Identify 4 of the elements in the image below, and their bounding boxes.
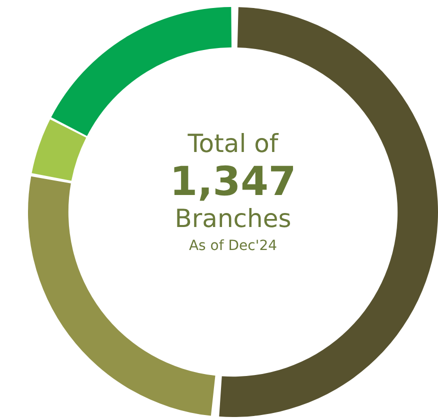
text: As of Dec'24 <box>188 238 278 254</box>
text: Total of <box>186 129 280 159</box>
text: 1,347 <box>168 158 298 205</box>
text: Branches <box>174 204 292 234</box>
